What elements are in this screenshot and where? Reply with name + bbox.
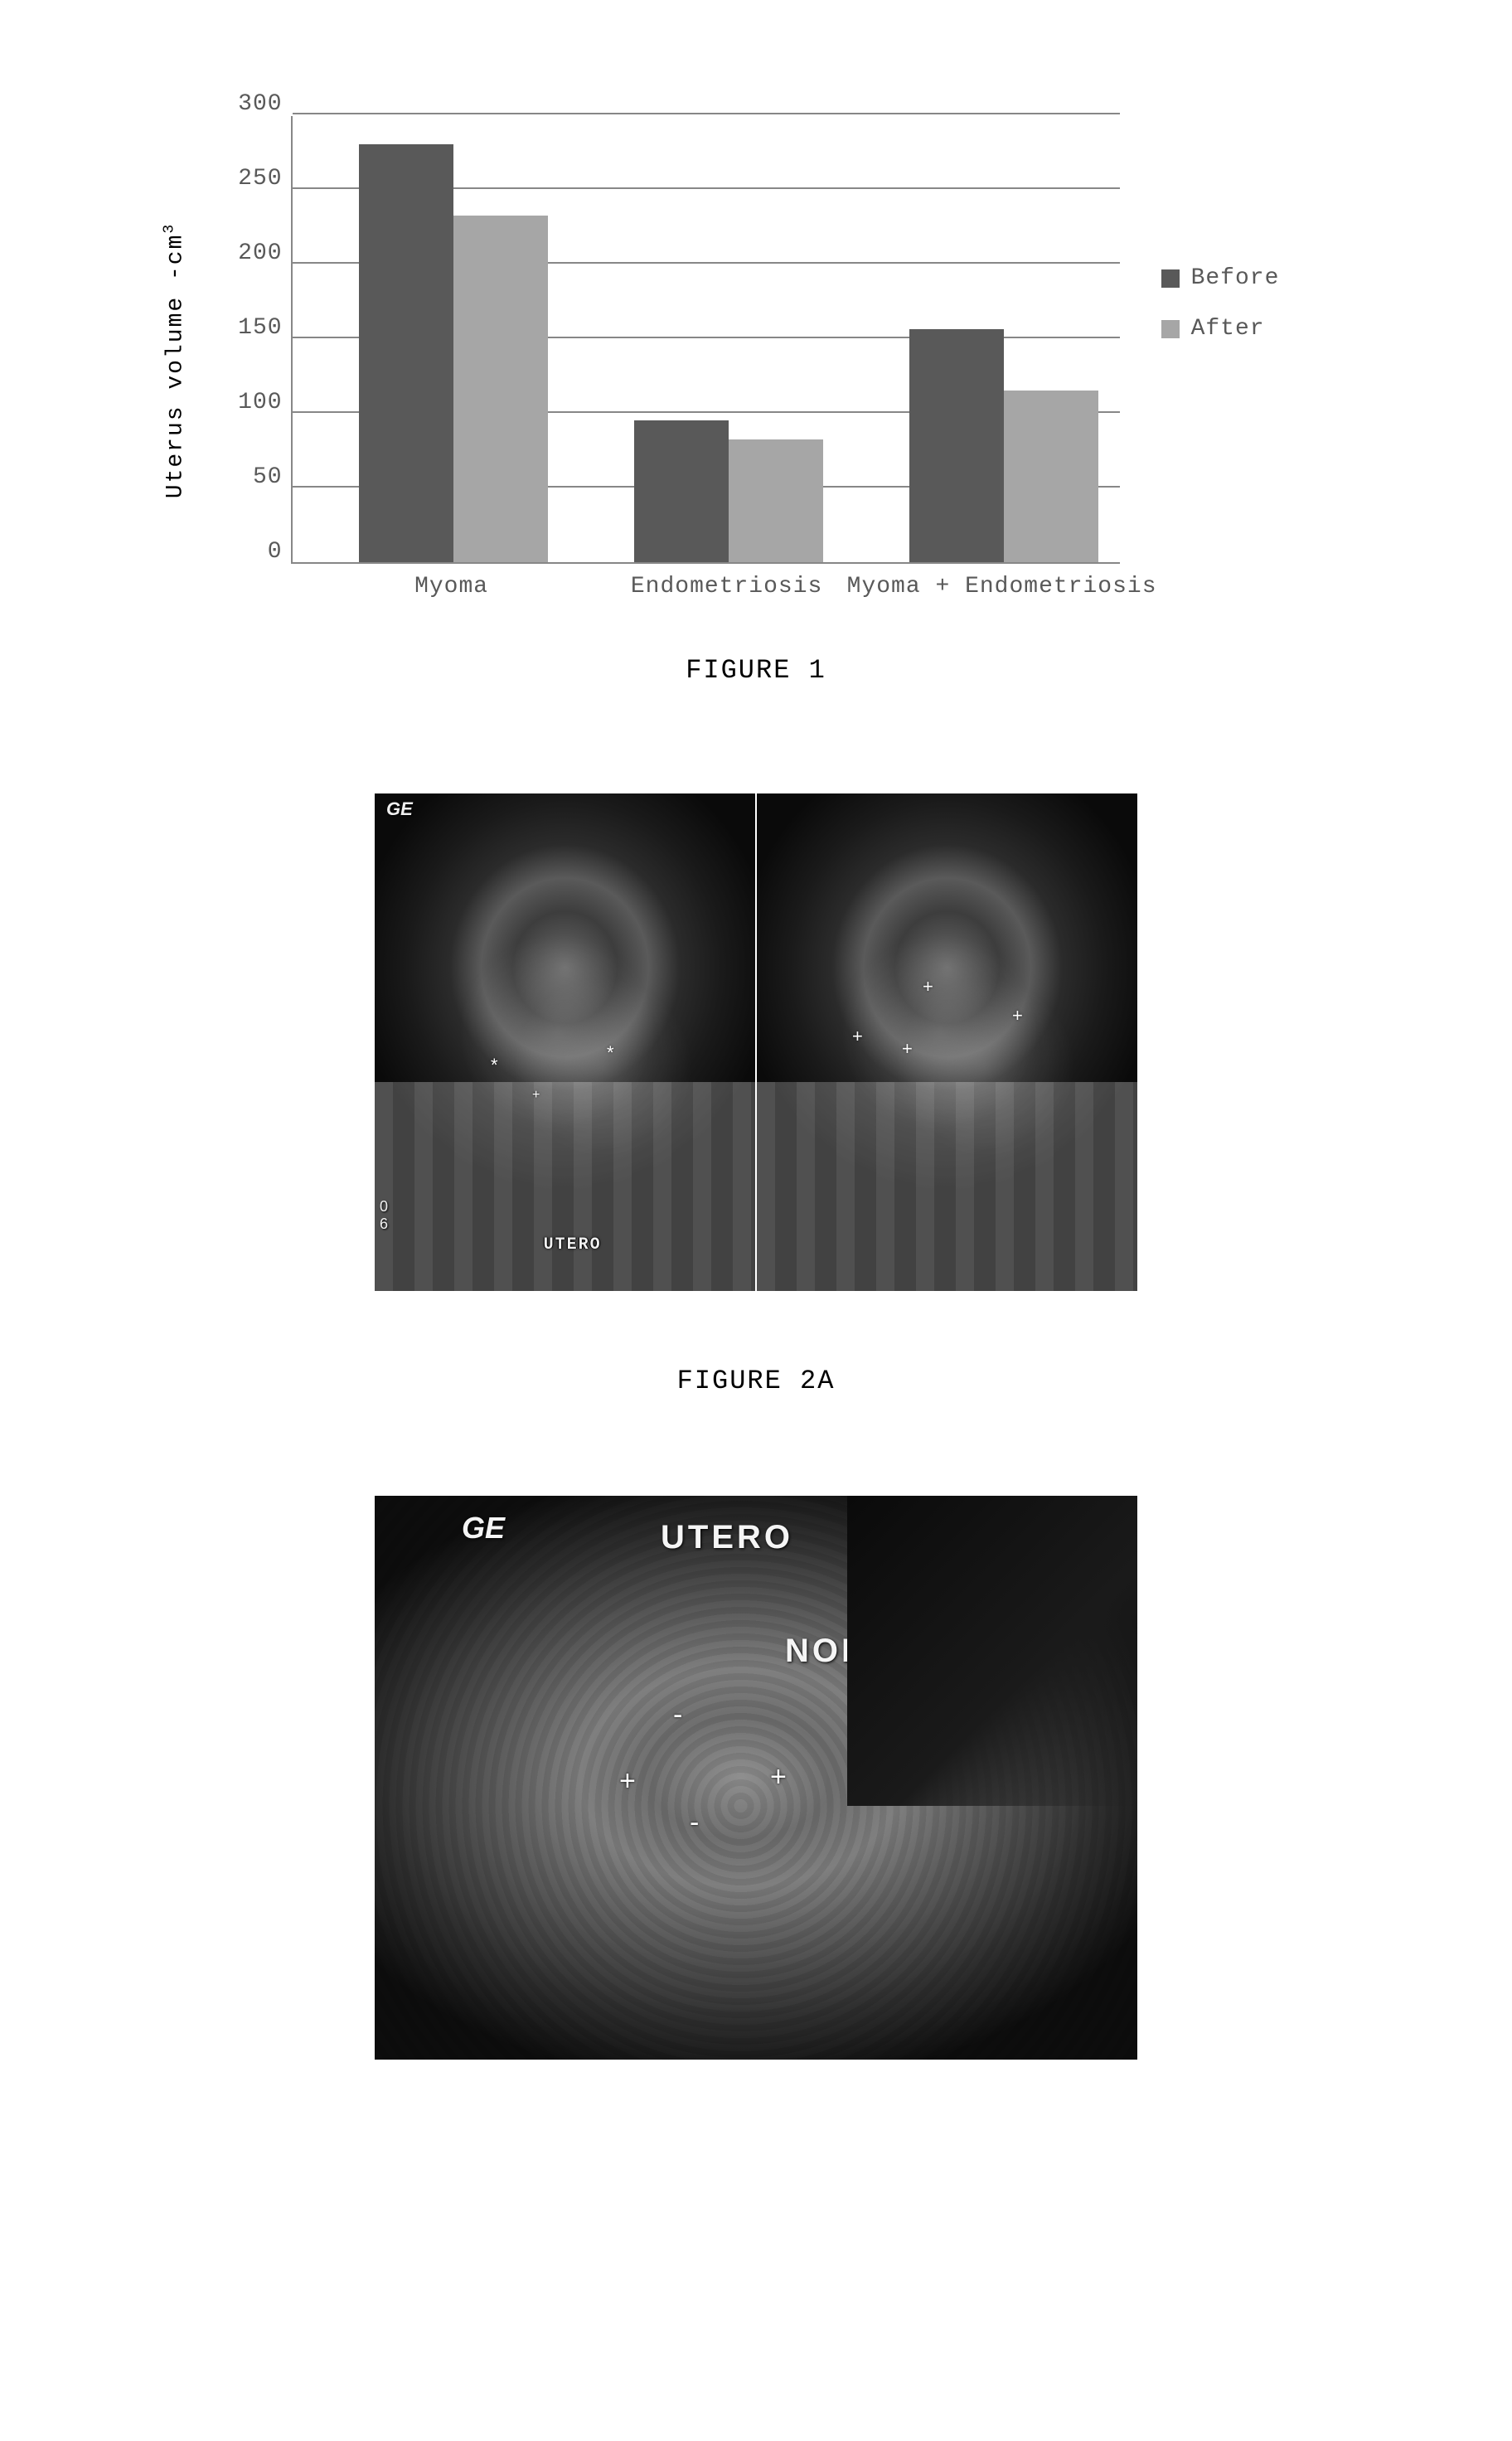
grid-line <box>293 113 1120 114</box>
plot-row: 050100150200250300 <box>233 116 1120 564</box>
manufacturer-label: GE <box>462 1511 505 1546</box>
legend-item: Before <box>1161 265 1280 291</box>
figure-1-section: Uterus volume -cm3 050100150200250300 My… <box>182 116 1330 686</box>
bar-before <box>634 420 729 562</box>
y-axis-label: Uterus volume -cm3 <box>161 223 188 498</box>
figure-2b-section: GE UTERO NOD + - + - <box>182 1496 1330 2060</box>
bar-after <box>453 216 548 562</box>
y-axis-label-sup: 3 <box>161 223 177 234</box>
legend-item: After <box>1161 316 1280 342</box>
caliper-marker: + <box>770 1761 787 1793</box>
ultrasound-2a-image: GE * * + UTERO 0 6 + + + + <box>375 793 1137 1291</box>
legend-label: After <box>1191 316 1265 342</box>
page: Uterus volume -cm3 050100150200250300 My… <box>0 0 1512 2126</box>
y-axis-label-text: Uterus volume -cm <box>162 234 188 499</box>
bar-after <box>729 439 823 562</box>
y-axis-ticks: 050100150200250300 <box>233 116 283 564</box>
annotation-utero: UTERO <box>544 1235 602 1254</box>
bar-before <box>359 144 453 562</box>
figure-1-caption: FIGURE 1 <box>686 655 826 686</box>
ultrasound-2b-image: GE UTERO NOD + - + - <box>375 1496 1137 2060</box>
side-label: 0 6 <box>380 1198 388 1233</box>
ultrasound-2a-left-panel: GE * * + UTERO 0 6 <box>375 793 755 1291</box>
caliper-marker: + <box>923 976 933 997</box>
annotation-utero: UTERO <box>661 1519 793 1556</box>
bar-before <box>909 329 1004 562</box>
chart-row: Uterus volume -cm3 050100150200250300 My… <box>233 116 1280 605</box>
caliper-marker: + <box>1012 1005 1023 1026</box>
manufacturer-label: GE <box>386 798 413 820</box>
chart-area: Uterus volume -cm3 050100150200250300 My… <box>233 116 1120 605</box>
caliper-marker: - <box>673 1699 682 1731</box>
caliper-marker: + <box>902 1038 913 1060</box>
bar-after <box>1004 391 1098 562</box>
x-axis-label: Myoma <box>414 574 488 599</box>
annotation-nod: NOD <box>785 1633 869 1670</box>
figure-2a-caption: FIGURE 2A <box>677 1366 836 1396</box>
chart-legend: Before After <box>1161 265 1280 366</box>
legend-swatch <box>1161 320 1180 338</box>
x-axis-label: Myoma + Endometriosis <box>847 574 1157 599</box>
plot-area <box>291 116 1120 564</box>
figure-2a-section: GE * * + UTERO 0 6 + + + + FIGURE 2A <box>182 793 1330 1396</box>
caliper-marker: * <box>491 1055 498 1076</box>
caliper-marker: + <box>619 1765 636 1798</box>
caliper-marker: * <box>607 1042 614 1064</box>
caliper-marker: + <box>532 1088 540 1103</box>
ultrasound-2a-right-panel: + + + + <box>757 793 1137 1291</box>
caliper-marker: - <box>690 1807 699 1839</box>
legend-swatch <box>1161 269 1180 288</box>
x-axis-label: Endometriosis <box>631 574 822 599</box>
x-axis-labels: MyomaEndometriosisMyoma + Endometriosis <box>291 564 1120 605</box>
legend-label: Before <box>1191 265 1280 291</box>
caliper-marker: + <box>852 1026 863 1047</box>
